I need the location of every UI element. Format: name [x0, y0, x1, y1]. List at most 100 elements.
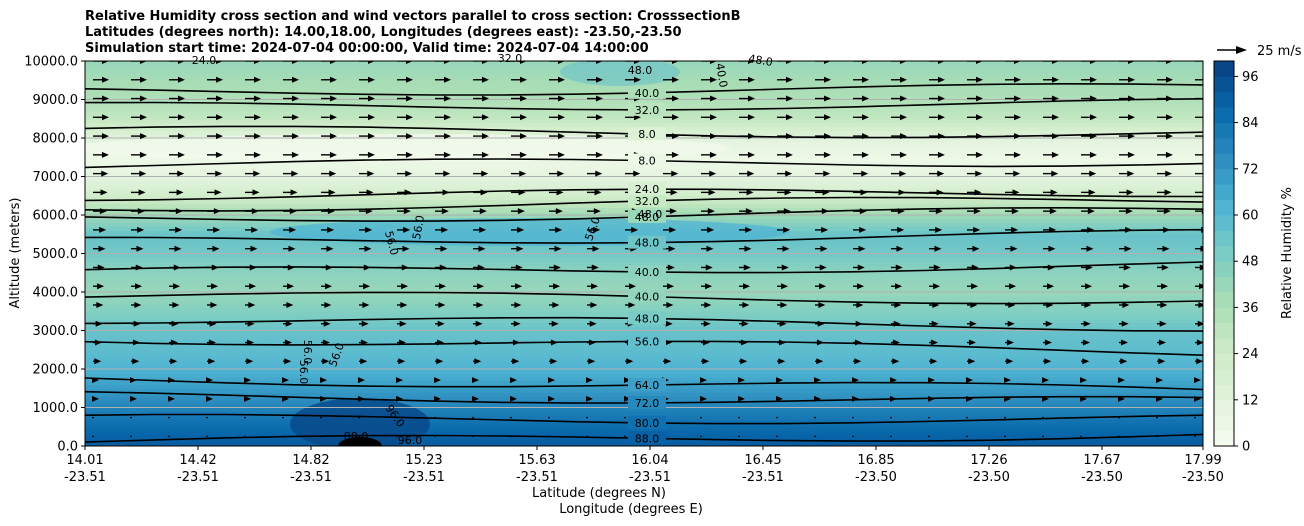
wind-vector-head [1012, 189, 1020, 196]
wind-vector-head [743, 264, 751, 271]
x-tick-label-lat: 15.23 [405, 453, 442, 468]
wind-vector-head [330, 133, 337, 140]
wind-vector-head [244, 395, 251, 402]
wind-vector-calm [396, 416, 398, 419]
wind-vector-head [861, 170, 869, 177]
wind-vector-head [666, 301, 674, 308]
wind-vector-head [1166, 133, 1173, 140]
wind-vector-head [1123, 264, 1131, 271]
wind-vector-head [248, 301, 256, 308]
wind-vector-head [937, 170, 945, 177]
wind-vector-head [821, 226, 829, 233]
wind-vector-head [938, 133, 945, 140]
x-tick-label-lon: -23.51 [290, 470, 332, 485]
wind-vector-head [139, 170, 147, 177]
wind-vector-head [400, 301, 408, 308]
wind-vector-head [1009, 283, 1017, 290]
wind-vector-head [216, 114, 223, 121]
wind-vector-head [814, 395, 821, 402]
wind-vector-head [1089, 170, 1097, 177]
wind-vector-head [398, 358, 406, 365]
wind-vector-head [1121, 320, 1129, 327]
wind-vector-head [482, 114, 489, 121]
wind-vector-head [92, 395, 99, 402]
wind-vector-head [358, 377, 365, 384]
wind-vector-head [781, 264, 789, 271]
wind-vector-head [98, 245, 106, 252]
wind-vector-head [895, 283, 903, 290]
wind-vector-head [474, 339, 482, 346]
wind-vector-head [1052, 61, 1059, 64]
wind-vector-calm [776, 435, 778, 438]
colorbar-segment [1214, 292, 1234, 308]
wind-vector-head [776, 377, 783, 384]
wind-vector-head [1085, 264, 1093, 271]
wind-vector-head [140, 114, 147, 121]
wind-vector-head [1004, 395, 1011, 402]
wind-vector-head [326, 245, 334, 252]
wind-vector-head [1042, 377, 1049, 384]
wind-vector-head [1196, 339, 1203, 346]
wind-vector-calm [510, 435, 512, 438]
wind-vector-head [972, 245, 980, 252]
wind-vector-head [137, 208, 145, 215]
wind-vector-head [284, 358, 292, 365]
wind-vector-calm [434, 435, 436, 438]
wind-vector-head [249, 283, 257, 290]
wind-vector-head [897, 226, 905, 233]
wind-vector-head [1004, 377, 1011, 384]
wind-vector-head [132, 358, 140, 365]
wind-vector-head [824, 76, 831, 83]
wind-vector-head [519, 170, 527, 177]
wind-vector-head [1080, 377, 1087, 384]
wind-vector-head [596, 133, 603, 140]
wind-vector-head [822, 189, 830, 196]
wind-vector-head [515, 283, 523, 290]
wind-vector-head [476, 301, 484, 308]
wind-vector-calm [548, 435, 550, 438]
wind-vector-calm [206, 435, 208, 438]
x-axis: 14.01 -23.51 14.42 -23.51 14.82 -23.51 15.23 -2… [64, 446, 1224, 485]
wind-vector-head [634, 61, 641, 64]
wind-vector-head [136, 245, 144, 252]
wind-vector-head [593, 208, 601, 215]
wind-vector-head [1126, 189, 1134, 196]
wind-vector-head [669, 208, 677, 215]
wind-vector-head [1086, 245, 1094, 252]
wind-vector-head [710, 95, 717, 102]
colorbar-tick-label: 72 [1242, 162, 1259, 177]
wind-vector-head [403, 226, 411, 233]
wind-vector-head [900, 95, 907, 102]
wind-vector-head [516, 245, 524, 252]
wind-vector-head [1014, 95, 1021, 102]
wind-vector-head [396, 395, 403, 402]
wind-vector-head [938, 61, 945, 64]
contour-label: 40.0 [635, 266, 660, 279]
wind-vector-head [669, 226, 677, 233]
wind-vector-head [1052, 114, 1059, 121]
wind-vector-head [325, 264, 333, 271]
wind-vector-head [824, 133, 831, 140]
wind-vector-head [216, 95, 223, 102]
wind-vector-head [140, 133, 147, 140]
wind-vector-head [441, 226, 449, 233]
wind-vector-head [594, 189, 602, 196]
wind-vector-head [748, 133, 755, 140]
wind-vector-head [899, 151, 907, 158]
wind-vector-head [138, 189, 146, 196]
wind-vector-calm [700, 435, 702, 438]
wind-vector-head [1166, 61, 1173, 64]
colorbar-segment [1214, 322, 1234, 339]
wind-vector-head [1007, 320, 1015, 327]
colorbar-segment [1214, 184, 1234, 200]
wind-vector-head [1010, 245, 1018, 252]
wind-vector-head [289, 208, 297, 215]
wind-vector-head [1088, 189, 1096, 196]
wind-vector-head [330, 114, 337, 121]
x-tick-label-lon: -23.51 [629, 470, 671, 485]
wind-vector-head [1120, 358, 1128, 365]
colorbar-segment [1214, 307, 1234, 324]
wind-vector-head [1166, 76, 1173, 83]
wind-vector-head [291, 170, 299, 177]
wind-vector-head [786, 114, 793, 121]
